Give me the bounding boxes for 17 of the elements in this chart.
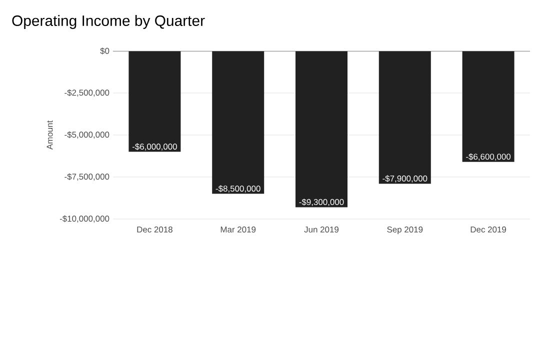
data-label: -$6,000,000	[132, 143, 177, 151]
y-tick-label: -$7,500,000	[64, 173, 110, 181]
y-tick-label: -$2,500,000	[64, 89, 110, 97]
data-label: -$7,900,000	[382, 175, 428, 183]
y-tick-label: $0	[100, 48, 110, 54]
x-tick-label: Dec 2019	[470, 226, 506, 233]
data-label: -$8,500,000	[216, 185, 260, 193]
y-tick-label: -$5,000,000	[64, 131, 110, 139]
x-tick-label: Mar 2019	[220, 226, 256, 233]
x-tick-label: Dec 2018	[137, 226, 172, 233]
x-tick-label: Sep 2019	[387, 226, 423, 234]
chart-title: Operating Income by Quarter	[12, 15, 205, 29]
data-label: -$6,600,000	[466, 153, 511, 161]
y-axis-title: Amount	[46, 120, 53, 150]
y-tick-label: -$10,000,000	[60, 215, 110, 223]
data-label: -$9,300,000	[299, 198, 344, 206]
x-tick-label: Jun 2019	[304, 226, 339, 233]
